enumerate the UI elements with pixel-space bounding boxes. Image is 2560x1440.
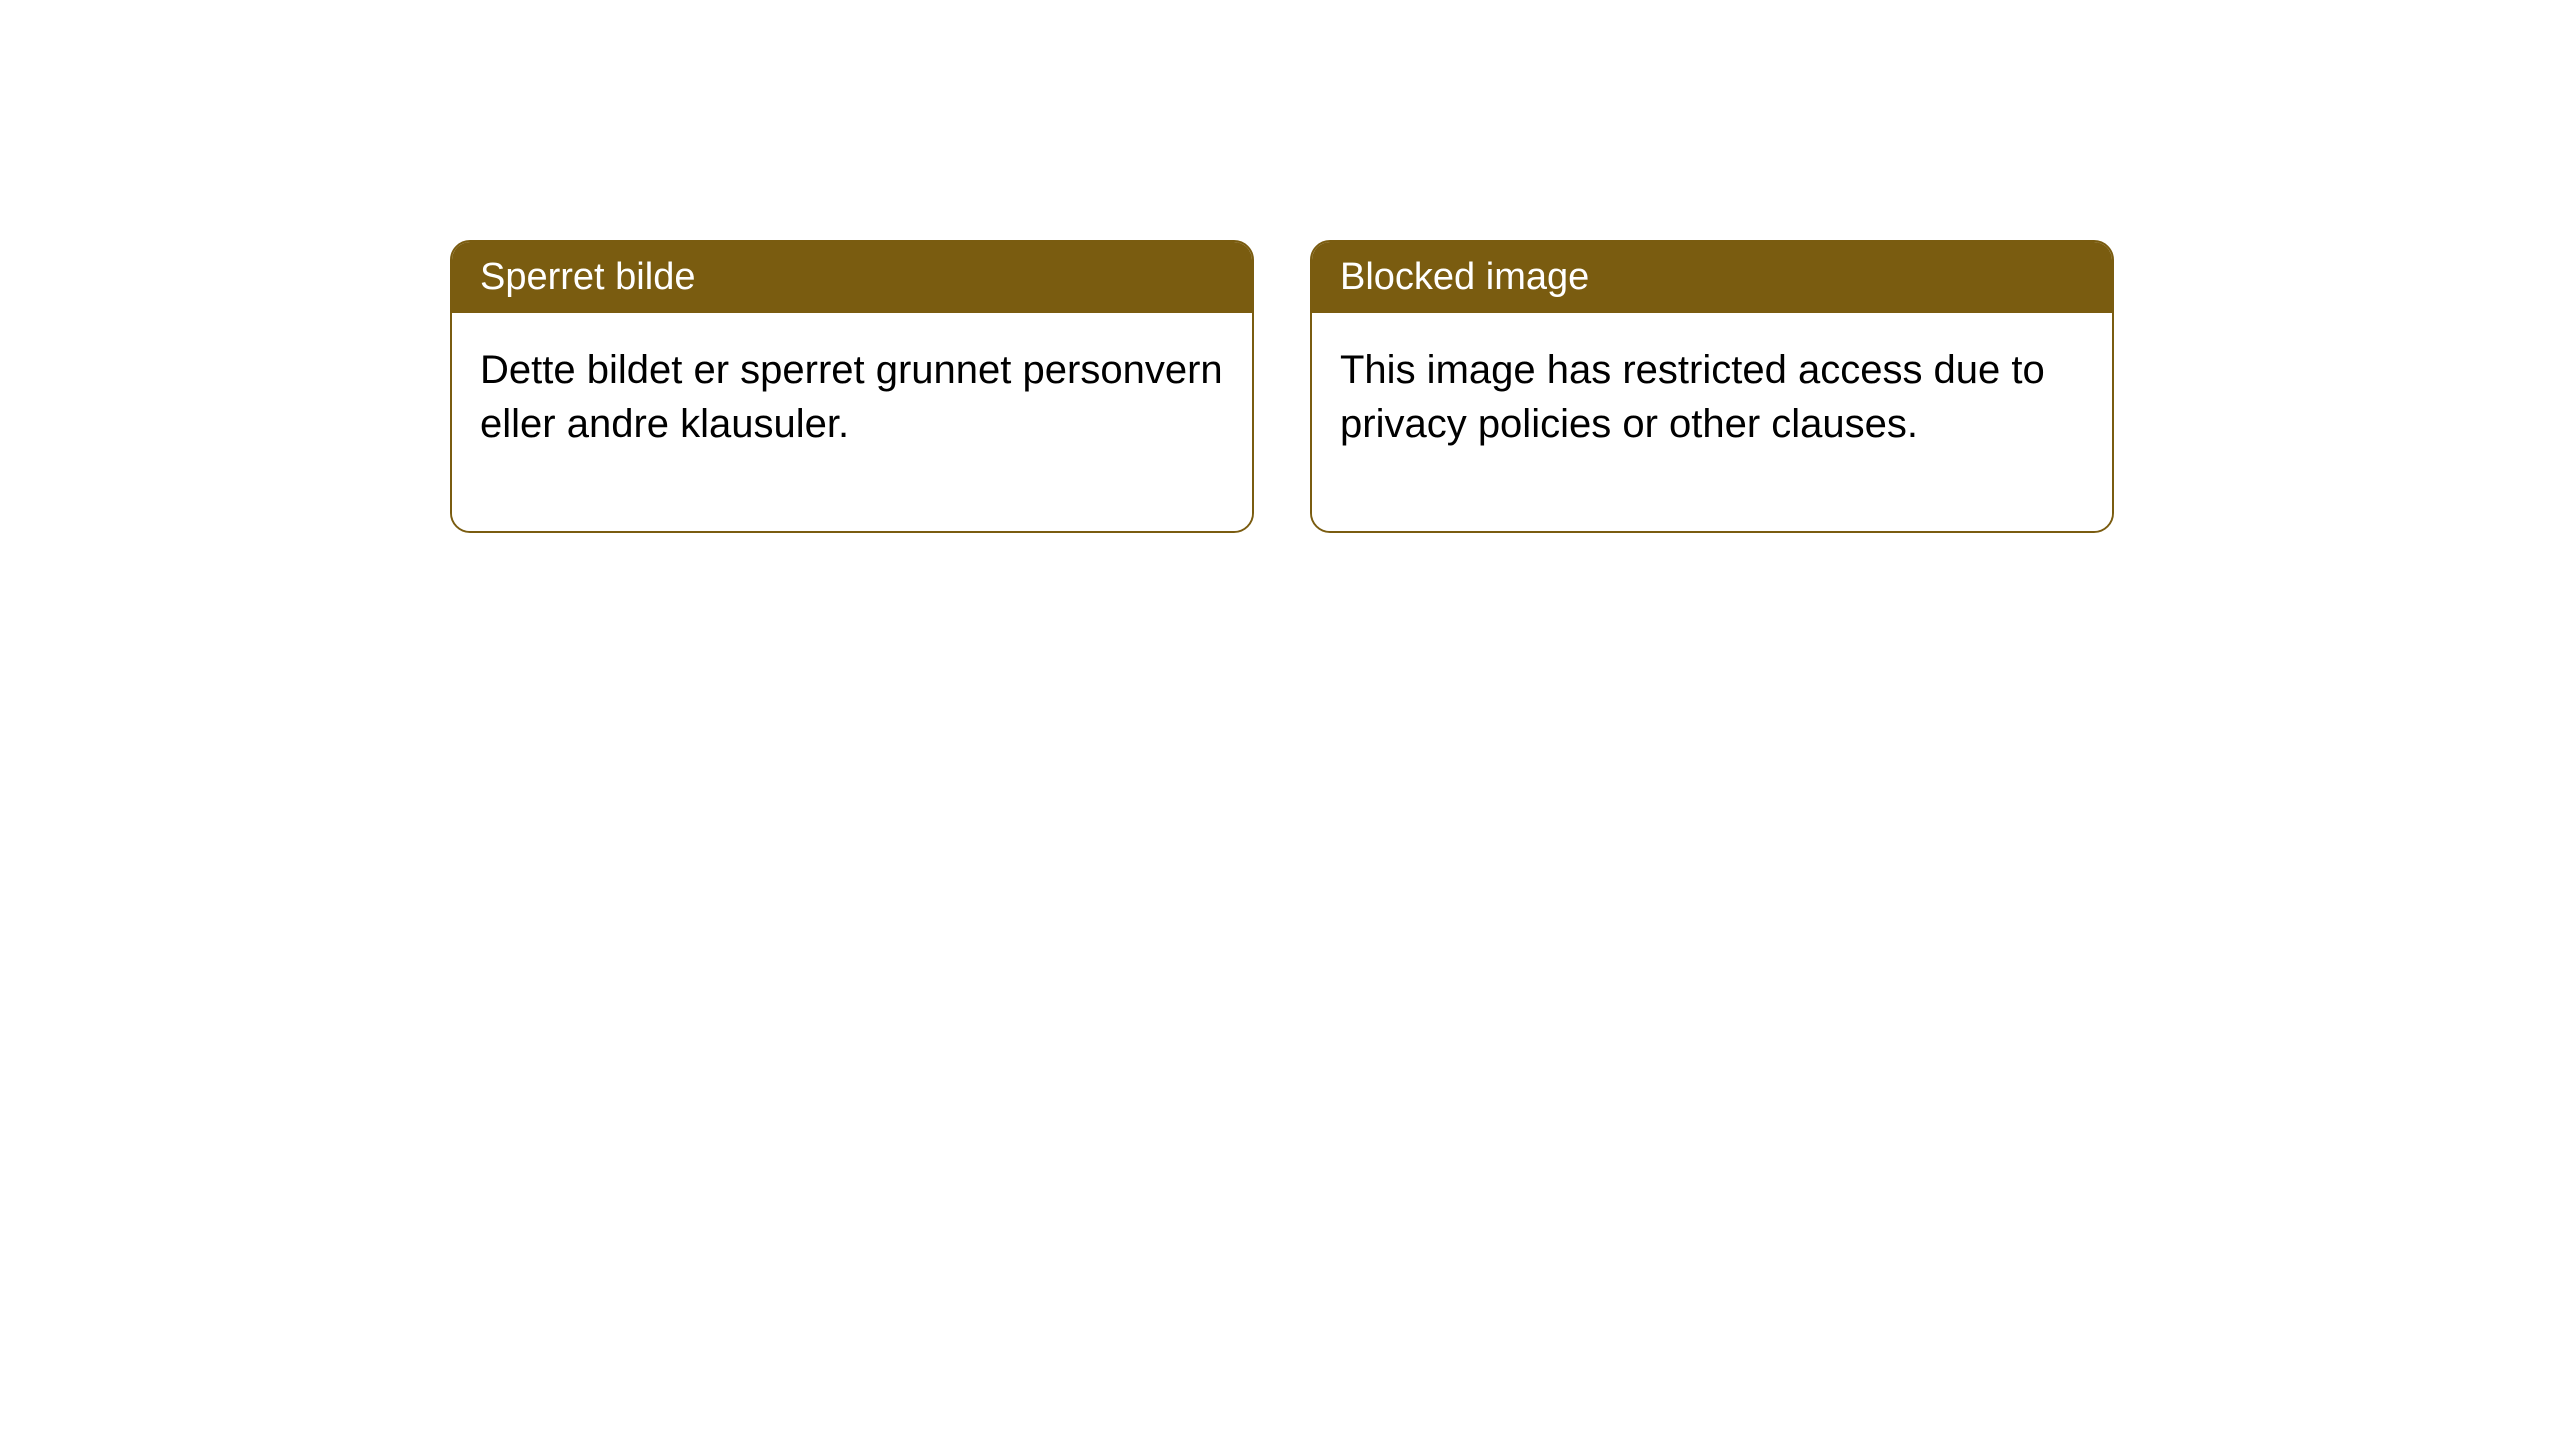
notice-card-en: Blocked image This image has restricted … (1310, 240, 2114, 533)
notice-body-no: Dette bildet er sperret grunnet personve… (452, 313, 1252, 531)
notice-body-en: This image has restricted access due to … (1312, 313, 2112, 531)
notice-card-no: Sperret bilde Dette bildet er sperret gr… (450, 240, 1254, 533)
notice-container: Sperret bilde Dette bildet er sperret gr… (0, 0, 2560, 533)
notice-title-no: Sperret bilde (452, 242, 1252, 313)
notice-title-en: Blocked image (1312, 242, 2112, 313)
